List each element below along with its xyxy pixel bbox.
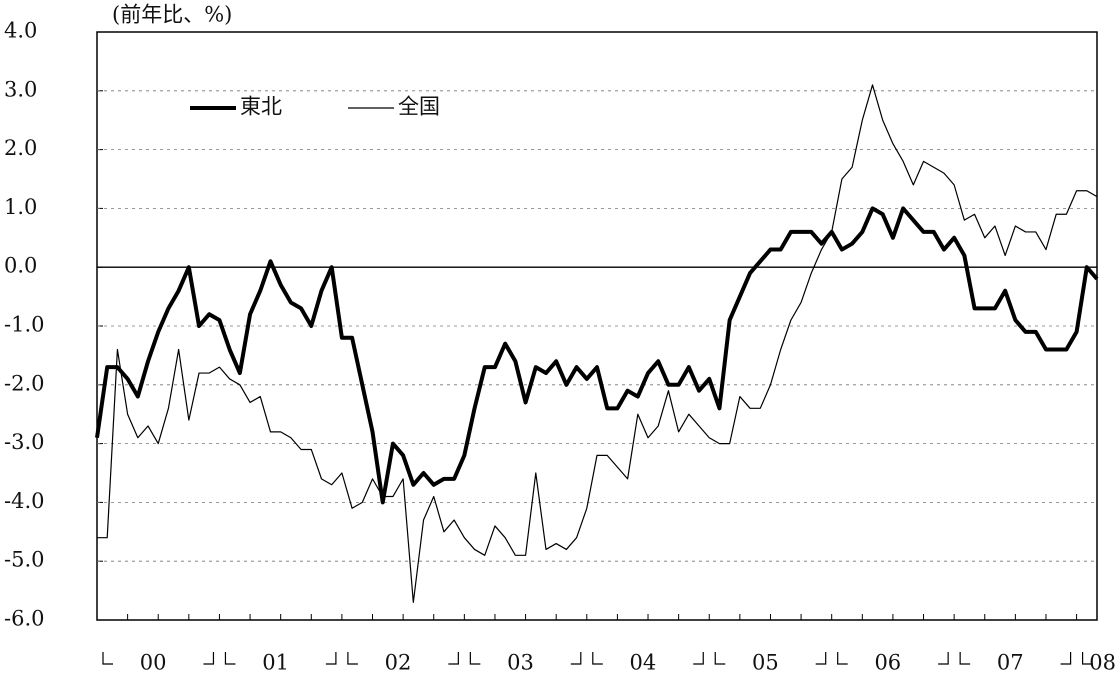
year-bracket [570,652,582,665]
year-bracket [959,652,971,665]
year-bracket [325,652,337,665]
year-bracket [815,652,827,665]
year-bracket [1060,652,1072,665]
year-bracket [448,652,459,665]
year-bracket [347,652,358,665]
x-tick-label: 05 [752,651,779,675]
year-bracket [592,652,603,665]
series-line [95,206,1099,505]
year-bracket [714,652,726,665]
series-line [97,84,1098,603]
year-bracket [693,652,704,665]
y-tick-label: 0.0 [4,254,37,278]
y-tick-label: -6.0 [4,607,45,631]
y-tick-label: -1.0 [4,313,45,337]
year-bracket [224,652,236,665]
y-axis-label: (前年比、%) [112,3,232,27]
year-bracket [203,652,215,665]
year-bracket [102,652,113,665]
x-tick-label: 02 [385,651,412,675]
y-tick-label: 3.0 [4,77,37,101]
year-bracket [469,652,481,665]
legend-label: 全国 [398,95,440,119]
x-tick-label: 03 [507,651,534,675]
x-tick-label: 04 [630,651,657,675]
year-bracket [1081,652,1093,665]
y-tick-label: 2.0 [4,136,37,160]
x-tick-label: 00 [140,651,167,675]
x-tick-label: 08 [1089,651,1116,675]
y-tick-label: 1.0 [4,195,37,219]
year-bracket [837,652,848,665]
x-tick-label: 06 [874,651,901,675]
y-tick-label: 4.0 [4,19,37,43]
y-tick-label: -4.0 [4,489,45,513]
legend-label: 東北 [240,95,282,119]
y-tick-label: -5.0 [4,548,45,572]
year-bracket [938,652,949,665]
y-tick-label: -3.0 [4,430,45,454]
y-tick-label: -2.0 [4,371,45,395]
x-tick-label: 01 [262,651,289,675]
x-tick-label: 07 [997,651,1024,675]
